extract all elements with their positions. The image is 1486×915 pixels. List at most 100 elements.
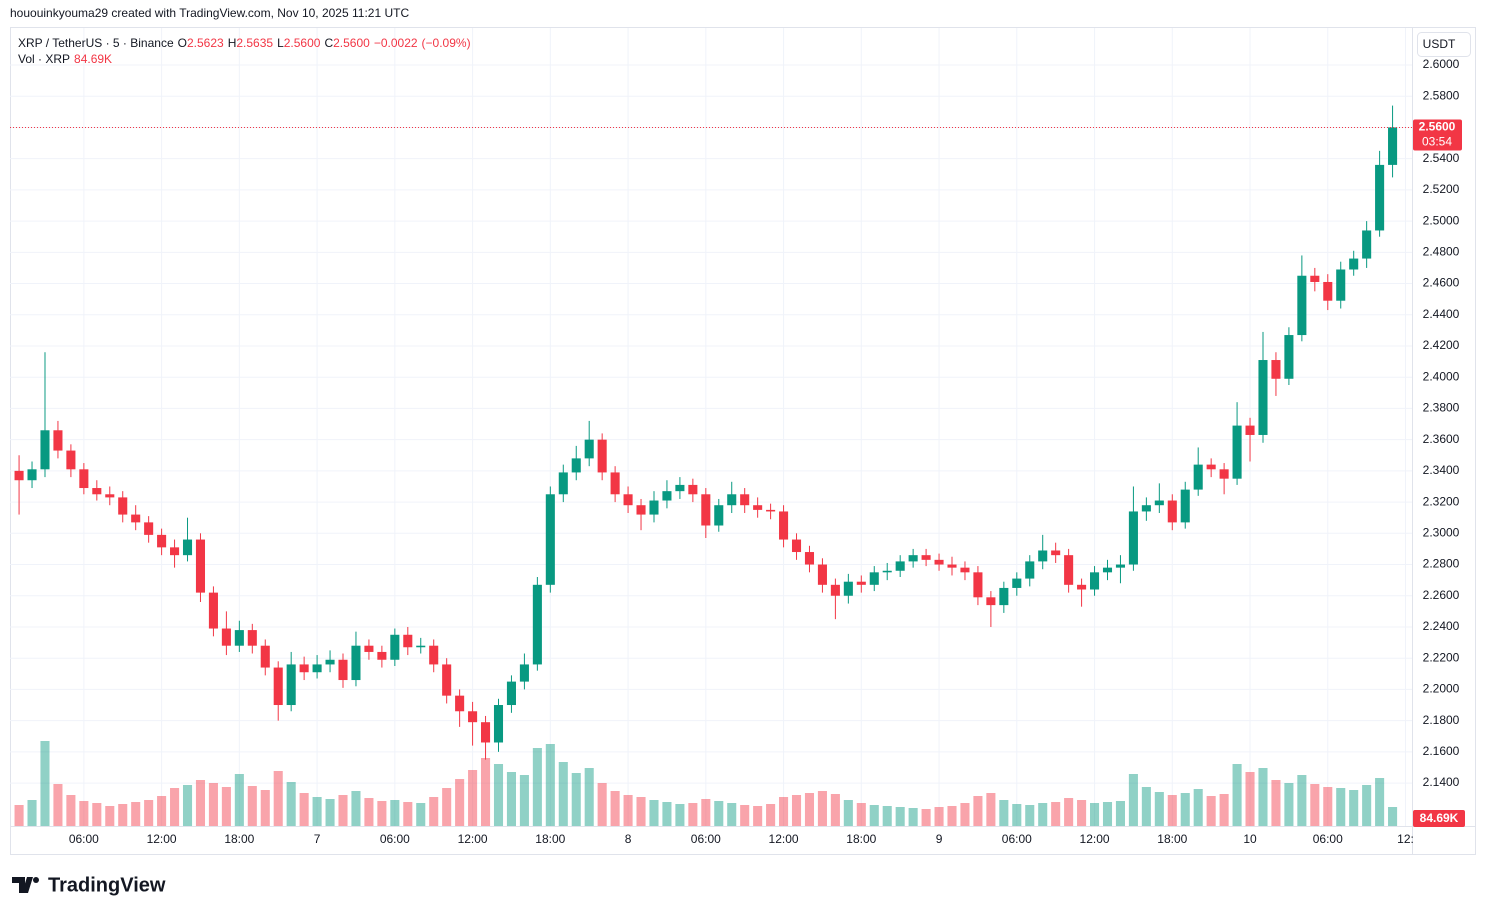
x-tick-label: 8 (625, 832, 632, 846)
volume-bar (92, 803, 102, 826)
candle-body (468, 711, 478, 723)
candle-body (766, 509, 776, 512)
volume-bar (182, 785, 193, 826)
candle-body (182, 539, 193, 556)
y-tick-label: 2.4800 (1423, 244, 1460, 258)
x-tick-label: 06:00 (69, 832, 99, 846)
candle-body (273, 667, 283, 706)
candle-body (1025, 561, 1035, 579)
last-price-label: 2.5600 (1419, 120, 1456, 134)
candle-body (442, 664, 452, 696)
volume-bar (1193, 789, 1203, 826)
volume-bar (1284, 783, 1294, 826)
volume-bar (312, 797, 322, 826)
candle-body (493, 705, 504, 743)
y-tick-label: 2.2800 (1423, 557, 1460, 571)
candle-body (118, 497, 128, 515)
volume-bar (1310, 784, 1320, 826)
y-tick-label: 2.3400 (1423, 463, 1460, 477)
candle-body (221, 628, 231, 646)
volume-bar (636, 797, 646, 826)
y-tick-label: 2.2400 (1423, 619, 1460, 633)
candle-body (260, 645, 270, 668)
candle-body (1012, 578, 1022, 588)
countdown: 03:54 (1422, 135, 1452, 149)
x-tick-label: 12:00 (147, 832, 177, 846)
candle-body (662, 491, 672, 501)
candle-body (779, 511, 789, 540)
ohlc-key: C (324, 36, 334, 50)
y-tick-label: 2.1600 (1423, 744, 1460, 758)
volume-bar (1258, 768, 1268, 826)
candle-body (532, 584, 542, 665)
candle-body (1102, 567, 1113, 573)
x-tick-label: 18:00 (535, 832, 565, 846)
volume-bar (1077, 800, 1087, 826)
candle-body (558, 472, 568, 495)
x-tick-label: 18:00 (224, 832, 254, 846)
volume-bar (1167, 795, 1177, 826)
volume-badge (1413, 810, 1465, 827)
volume-bar (960, 803, 970, 826)
volume-bar (1180, 793, 1190, 826)
volume-bar (532, 748, 542, 826)
candle-body (1323, 281, 1333, 301)
candle-body (27, 469, 37, 481)
candle-body (636, 505, 646, 515)
x-tick-label: 12: (1397, 832, 1414, 846)
x-tick-label: 12:00 (769, 832, 799, 846)
candle-body (1284, 335, 1294, 379)
candle-body (1115, 564, 1125, 568)
candle-body (584, 439, 594, 459)
volume-bar (986, 793, 996, 826)
candle-body (597, 439, 607, 473)
candle-body (740, 494, 750, 506)
candle-body (649, 500, 659, 515)
volume-bar (856, 803, 866, 826)
logo-icon (12, 877, 33, 893)
candle-body (843, 581, 853, 596)
x-tick-label: 12:00 (458, 832, 488, 846)
candle-body (14, 470, 24, 481)
candle-body (791, 539, 802, 553)
candle-body (92, 488, 102, 495)
volume-bar (14, 805, 24, 826)
volume-bar (170, 788, 180, 826)
volume-bar (468, 770, 478, 826)
volume-bar (714, 801, 724, 826)
volume-bar (390, 800, 400, 826)
volume-bar (1154, 792, 1164, 826)
volume-bar (429, 797, 439, 826)
volume-bar (416, 803, 426, 826)
candle-body (53, 430, 63, 451)
volume-bar (481, 758, 491, 826)
volume-bar (1323, 787, 1333, 826)
volume-bar (157, 796, 167, 826)
volume-bar (584, 768, 594, 826)
candle-body (571, 458, 581, 473)
volume-bar (610, 791, 620, 826)
logo: TradingView (12, 874, 166, 896)
x-tick-label: 18:00 (1157, 832, 1187, 846)
volume-bar (1375, 778, 1385, 826)
volume-badge-label: 84.69K (1420, 811, 1459, 825)
volume-bar (1012, 804, 1022, 826)
symbol[interactable]: XRP / TetherUS · 5 · Binance (18, 36, 174, 50)
candle-body (208, 592, 218, 629)
volume-bar (1336, 788, 1346, 826)
candle-body (364, 645, 374, 652)
x-tick-label: 06:00 (691, 832, 721, 846)
volume-bar (455, 779, 465, 826)
candle-body (869, 572, 879, 585)
grid (10, 28, 1412, 826)
candle-body (1349, 258, 1359, 270)
volume-bar (247, 786, 257, 826)
logo-text: TradingView (48, 874, 166, 896)
attribution: hououinkyouma29 created with TradingView… (10, 6, 409, 20)
volume-bar (118, 804, 128, 826)
currency-label[interactable]: USDT (1423, 37, 1456, 51)
candle-body (40, 430, 50, 470)
volume-bar (377, 801, 387, 826)
currency-button[interactable] (1417, 32, 1471, 57)
candle-body (856, 581, 866, 585)
